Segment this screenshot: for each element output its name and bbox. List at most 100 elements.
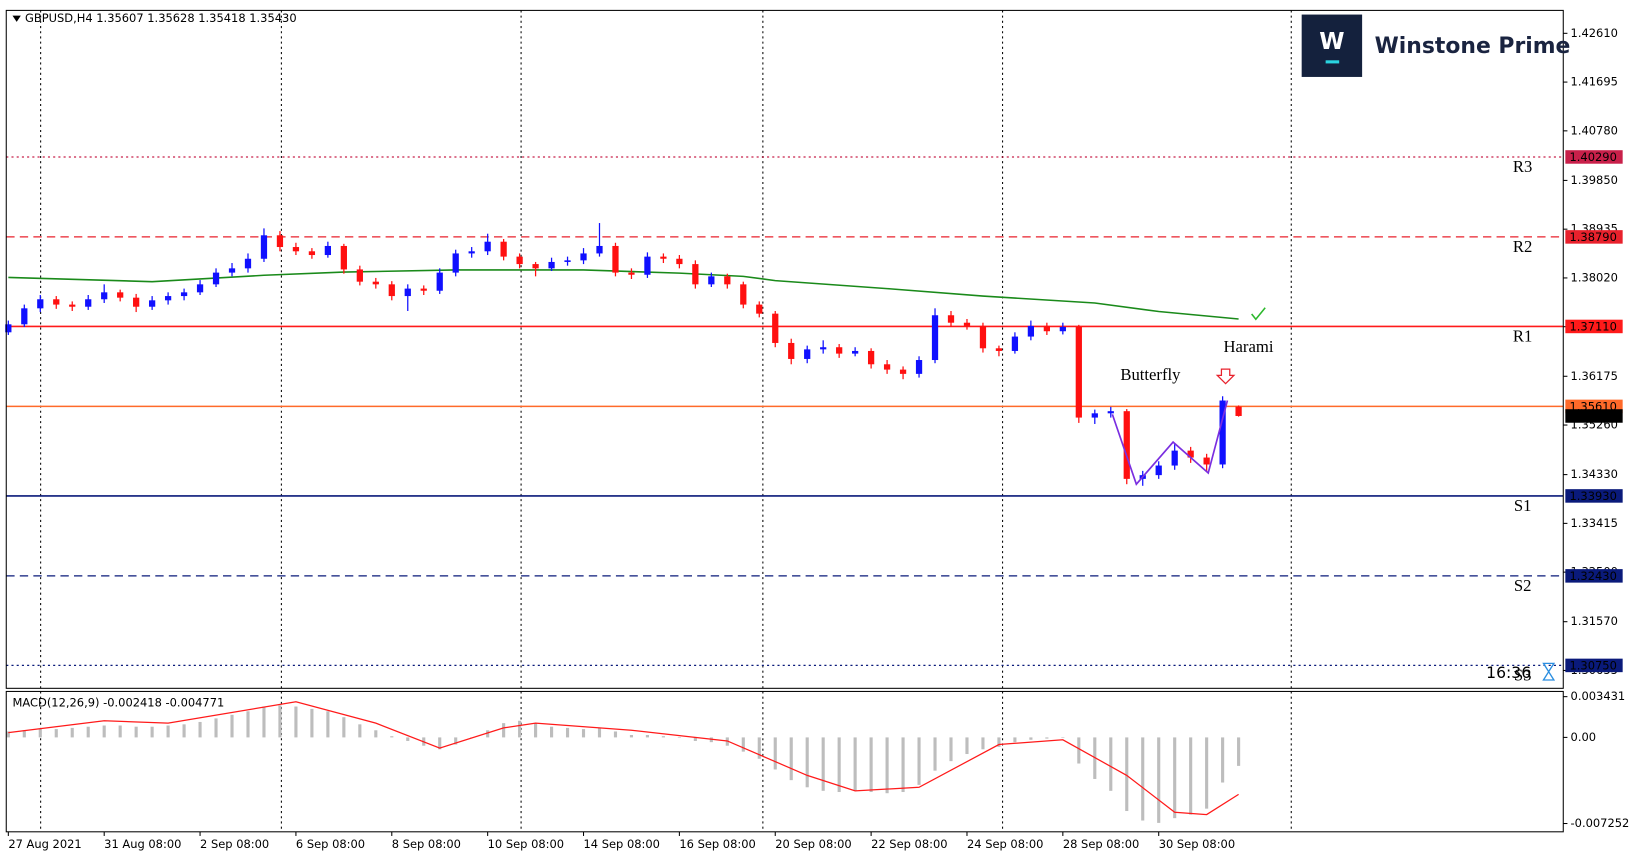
candle-body <box>388 284 395 297</box>
macd-bar <box>821 737 825 791</box>
candle-body <box>340 245 347 270</box>
macd-bar <box>310 708 314 738</box>
x-tick-label: 6 Sep 08:00 <box>296 837 365 851</box>
candle-body <box>724 276 731 285</box>
macd-bar <box>1061 737 1065 738</box>
butterfly-label: Butterfly <box>1120 365 1181 384</box>
candle-body <box>836 347 843 354</box>
y-tick-label: 0.003431 <box>1571 689 1626 703</box>
menu-triangle[interactable] <box>12 15 21 22</box>
macd-bar <box>22 730 26 738</box>
macd-bar <box>645 735 649 738</box>
candle-body <box>947 315 955 323</box>
level-price-label: 1.32430 <box>1570 569 1617 583</box>
level-price-box <box>1565 230 1623 244</box>
x-tick-label: 16 Sep 08:00 <box>679 837 755 851</box>
macd-bar <box>502 723 506 738</box>
candle-body <box>788 342 795 359</box>
y-tick-label: 1.34330 <box>1571 467 1618 481</box>
level-name: R1 <box>1513 327 1532 346</box>
macd-bar <box>230 714 234 738</box>
candle-body <box>740 284 747 305</box>
candle-body <box>420 288 427 291</box>
butterfly-pattern <box>1111 400 1229 486</box>
level-name: S3 <box>1514 666 1532 685</box>
candle-body <box>180 292 188 297</box>
candle-body <box>915 360 923 374</box>
macd-bar <box>677 737 681 738</box>
macd-bar <box>997 737 1001 747</box>
macd-bar <box>629 735 634 738</box>
level-price-label: 1.38790 <box>1570 230 1617 244</box>
level-name: S1 <box>1514 496 1532 515</box>
macd-bar <box>550 726 554 738</box>
candle-body <box>772 313 779 343</box>
macd-bar <box>54 729 58 738</box>
candle-body <box>1011 336 1019 351</box>
y-tick-label: 1.42610 <box>1571 26 1618 40</box>
candle-body <box>276 235 284 248</box>
x-tick-label: 10 Sep 08:00 <box>488 837 564 851</box>
candle-body <box>228 268 236 273</box>
level-price-box <box>1565 658 1623 673</box>
candle-body <box>899 369 907 374</box>
macd-bar <box>981 737 985 750</box>
candle-body <box>1235 406 1242 416</box>
candle-body <box>612 245 619 273</box>
candle-body <box>867 350 875 365</box>
harami-label: Harami <box>1224 337 1274 356</box>
y-tick-label: 1.40780 <box>1571 123 1618 137</box>
x-tick-label: 20 Sep 08:00 <box>775 837 851 851</box>
candle-body <box>979 325 987 349</box>
candle-body <box>580 253 587 261</box>
macd-bar <box>518 720 522 738</box>
hourglass-icon <box>1542 662 1556 681</box>
candle-body <box>21 308 28 325</box>
logo-mark: W <box>1319 29 1344 55</box>
level-price-box <box>1565 489 1623 503</box>
candle-body <box>804 349 811 359</box>
macd-bar <box>294 706 298 738</box>
x-tick-label: 31 Aug 08:00 <box>104 837 181 851</box>
macd-bar <box>901 737 905 793</box>
y-tick-label: 0.00 <box>1571 730 1596 744</box>
macd-bar <box>390 736 394 738</box>
macd-bar <box>789 737 793 781</box>
macd-bar <box>262 706 266 738</box>
y-tick-label: 1.38020 <box>1571 270 1618 284</box>
level-price-label: 1.37110 <box>1570 319 1617 333</box>
macd-bar <box>1173 737 1177 819</box>
candle-body <box>516 256 523 265</box>
current-price-box <box>1565 409 1623 423</box>
candle-body <box>1075 326 1082 418</box>
macd-bar <box>150 726 154 738</box>
candle-body <box>69 304 76 307</box>
macd-bar <box>853 737 857 791</box>
candle-body <box>660 256 667 259</box>
candle-body <box>820 347 827 350</box>
macd-bar <box>182 724 186 738</box>
candle-body <box>1219 400 1226 465</box>
y-tick-label: -0.007252 <box>1571 816 1630 830</box>
macd-bar <box>933 737 937 771</box>
level-name: S2 <box>1514 576 1532 595</box>
macd-bar <box>773 737 777 770</box>
candle-body <box>1059 326 1066 332</box>
candle-body <box>53 299 60 305</box>
candle-body <box>1123 411 1130 479</box>
candle-body <box>883 364 891 370</box>
candle-body <box>324 245 332 256</box>
main-pane-border <box>5 9 1564 689</box>
candle-body <box>149 300 156 307</box>
macd-bar <box>1221 737 1225 783</box>
candle-body <box>756 304 763 314</box>
candle-body <box>628 272 635 275</box>
y-tick-label: 1.33415 <box>1571 516 1618 530</box>
macd-bar <box>1045 737 1049 739</box>
candle-body <box>1027 325 1035 337</box>
level-name: R2 <box>1513 237 1532 256</box>
time-grid <box>40 10 1292 832</box>
candle-body <box>692 264 699 285</box>
candle-body <box>212 272 220 285</box>
